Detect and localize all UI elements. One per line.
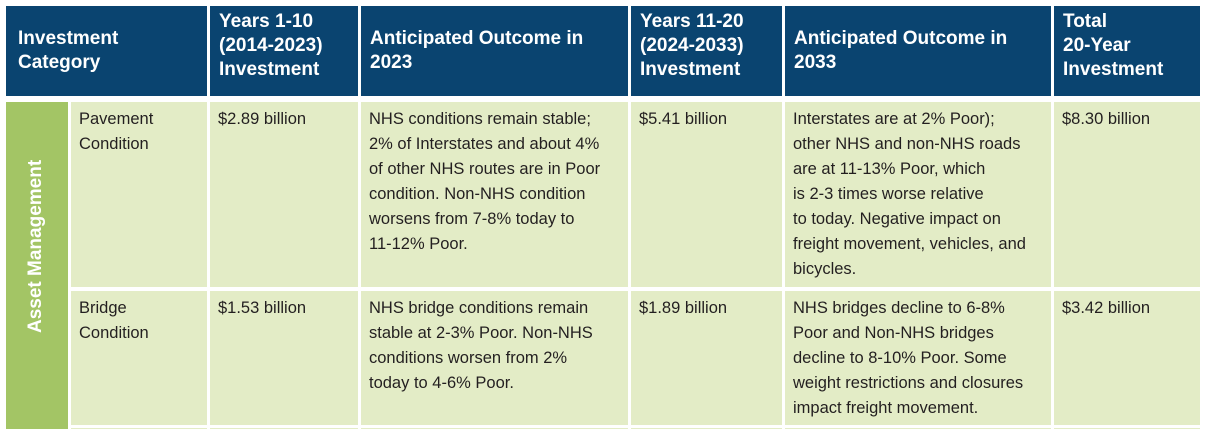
header-total-20-year: Total 20-Year Investment — [1054, 6, 1200, 96]
header-label: Years 1-10 (2014-2023) Investment — [219, 11, 323, 80]
header-outcome-2033: Anticipated Outcome in 2033 — [785, 6, 1051, 96]
header-label: Anticipated Outcome in 2033 — [794, 28, 1008, 73]
row-bridge-years-1-10: $1.53 billion — [210, 291, 358, 425]
row-bridge-outcome-2023: NHS bridge conditions remain stable at 2… — [361, 291, 628, 425]
header-label: Investment Category — [18, 28, 119, 73]
row-bridge-subcategory: Bridge Condition — [71, 291, 207, 425]
group-label: Asset Management — [25, 159, 46, 333]
asset-management-band — [6, 102, 68, 429]
row-bridge-years-11-20: $1.89 billion — [631, 291, 782, 425]
row-pavement-subcategory: Pavement Condition — [71, 102, 207, 287]
header-label: Total 20-Year Investment — [1063, 11, 1164, 80]
row-bridge-outcome-2033: NHS bridges decline to 6-8% Poor and Non… — [785, 291, 1051, 425]
row-pavement-years-11-20: $5.41 billion — [631, 102, 782, 287]
row-pavement-outcome-2023: NHS conditions remain stable; 2% of Inte… — [361, 102, 628, 287]
row-pavement-total: $8.30 billion — [1054, 102, 1200, 287]
header-years-1-10: Years 1-10 (2014-2023) Investment — [210, 6, 358, 96]
row-bridge-total: $3.42 billion — [1054, 291, 1200, 425]
header-label: Years 11-20 (2024-2033) Investment — [640, 11, 744, 80]
header-label: Anticipated Outcome in 2023 — [370, 28, 584, 73]
header-investment-category: Investment Category — [6, 6, 207, 96]
row-pavement-outcome-2033: Interstates are at 2% Poor); other NHS a… — [785, 102, 1051, 287]
header-years-11-20: Years 11-20 (2024-2033) Investment — [631, 6, 782, 96]
header-outcome-2023: Anticipated Outcome in 2023 — [361, 6, 628, 96]
row-pavement-years-1-10: $2.89 billion — [210, 102, 358, 287]
